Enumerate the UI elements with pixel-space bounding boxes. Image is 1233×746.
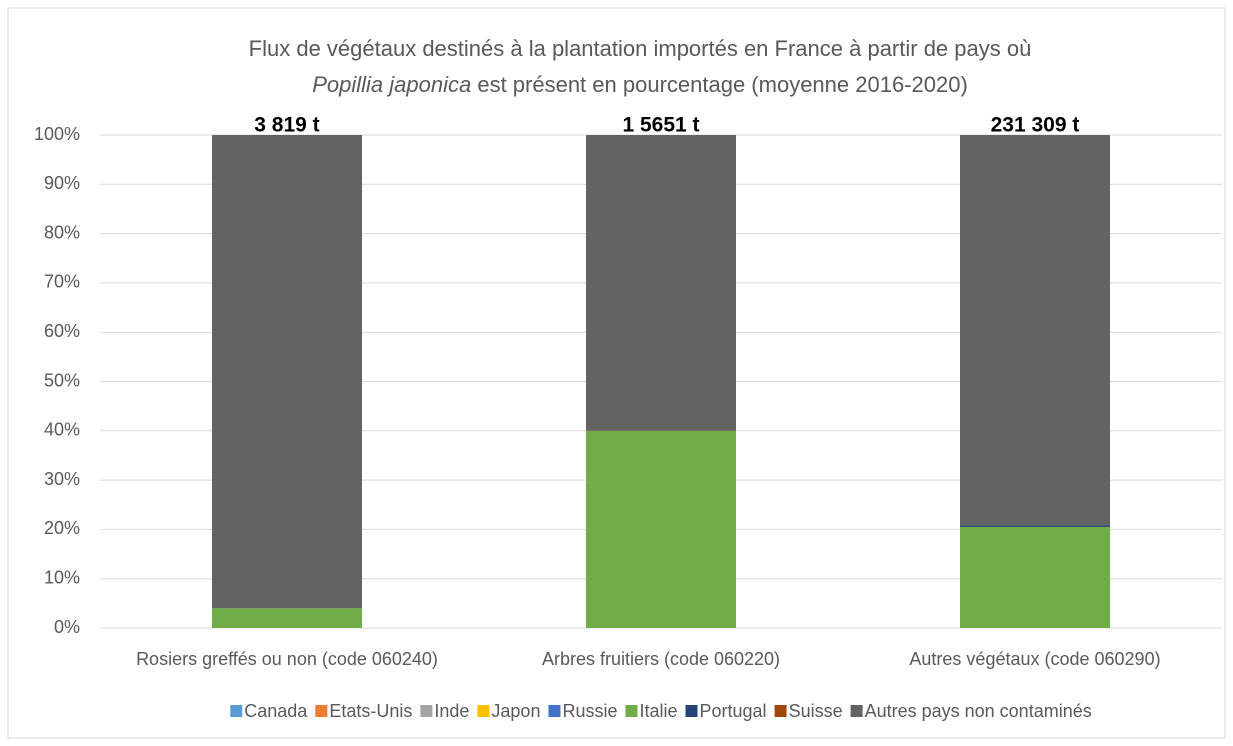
x-tick-label: Autres végétaux (code 060290) xyxy=(909,649,1160,669)
legend-swatch xyxy=(548,705,561,717)
legend-label: Canada xyxy=(244,701,308,721)
legend-label: Autres pays non contaminés xyxy=(865,701,1092,721)
legend-swatch xyxy=(774,705,787,717)
y-tick-label: 40% xyxy=(44,420,80,440)
legend-label: Russie xyxy=(562,701,617,721)
y-tick-label: 70% xyxy=(44,272,80,292)
y-tick-label: 60% xyxy=(44,321,80,341)
y-tick-label: 10% xyxy=(44,567,80,587)
bar-segment xyxy=(212,608,362,628)
bar-segment xyxy=(586,135,736,431)
bar-segment xyxy=(960,135,1110,526)
legend-swatch xyxy=(477,705,490,717)
bar-segment xyxy=(960,526,1110,628)
legend-swatch xyxy=(315,705,328,717)
legend-label: Suisse xyxy=(789,701,843,721)
y-tick-label: 90% xyxy=(44,173,80,193)
bar-segment xyxy=(212,135,362,609)
legend-swatch xyxy=(685,705,698,717)
y-tick-label: 80% xyxy=(44,222,80,242)
legend-label: Inde xyxy=(434,701,469,721)
y-tick-label: 20% xyxy=(44,518,80,538)
legend-label: Portugal xyxy=(700,701,767,721)
legend-swatch xyxy=(420,705,433,717)
legend-label: Etats-Unis xyxy=(329,701,412,721)
legend-label: Japon xyxy=(491,701,540,721)
x-tick-label: Arbres fruitiers (code 060220) xyxy=(542,649,780,669)
legend-label: Italie xyxy=(639,701,677,721)
y-tick-label: 50% xyxy=(44,370,80,390)
legend-swatch xyxy=(230,705,243,717)
chart-title-line: Popillia japonica est présent en pourcen… xyxy=(312,72,968,97)
y-tick-label: 0% xyxy=(54,617,80,637)
x-tick-label: Rosiers greffés ou non (code 060240) xyxy=(136,649,438,669)
bar-segment xyxy=(586,430,736,628)
bar-annotation: 3 819 t xyxy=(254,114,319,137)
bar-annotation: 231 309 t xyxy=(991,114,1080,137)
legend-swatch xyxy=(625,705,638,717)
title-rest: est présent en pourcentage (moyenne 2016… xyxy=(471,72,968,97)
title-species: Popillia japonica xyxy=(312,72,471,97)
y-tick-label: 30% xyxy=(44,469,80,489)
bar-annotation: 1 5651 t xyxy=(622,114,699,137)
bar-segment xyxy=(960,525,1110,527)
chart-title: Flux de végétaux destinés à la plantatio… xyxy=(249,36,1032,61)
legend-swatch xyxy=(850,705,863,717)
y-tick-label: 100% xyxy=(34,124,80,144)
